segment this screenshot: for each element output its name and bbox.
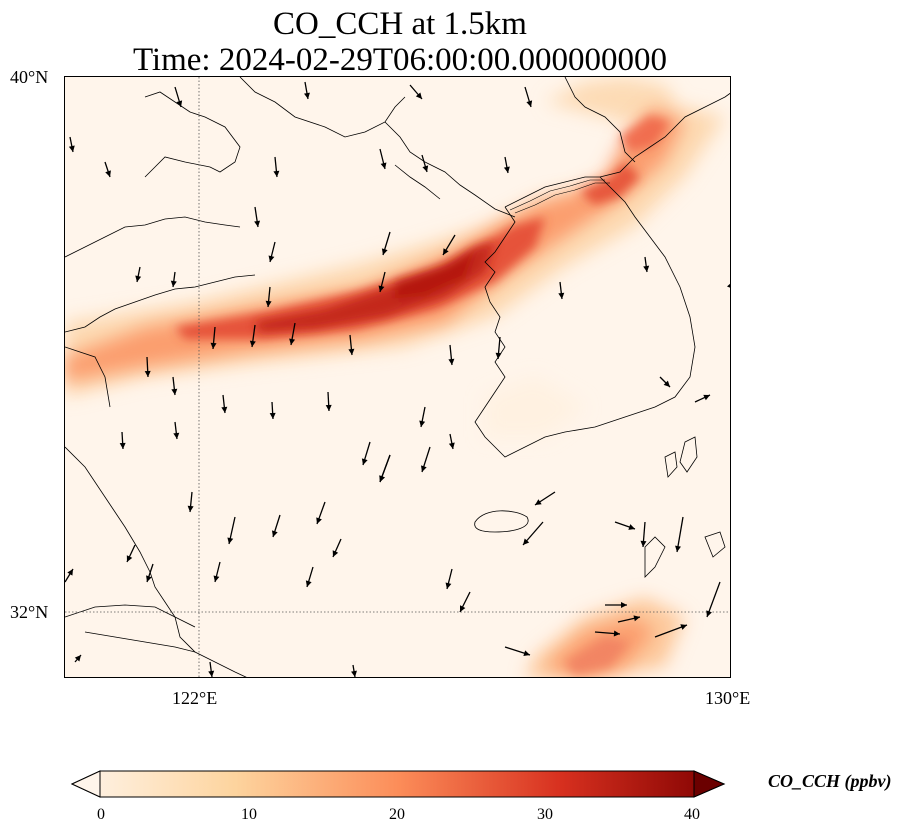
wind-arrow-shaft	[706, 581, 721, 618]
co-concentration-field	[65, 77, 725, 677]
wind-arrow-head	[332, 550, 339, 557]
wind-arrow-head	[419, 420, 426, 427]
map-svg	[65, 77, 730, 677]
wind-arrow-head	[495, 352, 502, 359]
colorbar-tick-10: 10	[241, 806, 257, 823]
wind-arrow-head	[558, 292, 565, 299]
wind-arrow-head	[208, 670, 215, 677]
wind-arrow-shaft	[729, 285, 730, 287]
colorbar-ramp	[70, 770, 726, 798]
colorbar-tick-40: 40	[684, 806, 700, 823]
wind-arrow-head	[273, 170, 280, 177]
wind-arrow-head	[67, 569, 73, 576]
wind-arrow-head	[523, 538, 530, 545]
wind-arrow-head	[380, 162, 387, 169]
wind-arrow-head	[628, 524, 635, 530]
wind-arrow-head	[254, 220, 261, 227]
wind-arrow-head	[361, 458, 368, 465]
wind-arrow-head	[170, 280, 177, 287]
map-panel	[64, 76, 731, 678]
wind-arrow-head	[378, 285, 385, 292]
wind-arrow-head	[613, 630, 620, 637]
colorbar-label: CO_CCH (ppbv)	[768, 771, 892, 791]
wind-arrow-head	[213, 575, 220, 582]
wind-arrow-head	[144, 370, 151, 377]
title-line-2: Time: 2024-02-29T06:00:00.000000000	[132, 42, 668, 78]
colorbar-tick-30: 30	[537, 806, 553, 823]
wind-arrow-head	[348, 348, 355, 355]
wind-arrow-head	[643, 265, 650, 272]
coastlines	[65, 77, 730, 677]
wind-arrow-head	[448, 358, 455, 365]
wind-arrow-head	[663, 380, 670, 387]
wind-arrow-head	[460, 605, 466, 612]
lat-label-32n: 32°N	[10, 602, 49, 622]
lat-label-40n: 40°N	[10, 67, 49, 87]
wind-arrow-head	[680, 624, 687, 630]
wind-arrow-head	[119, 442, 126, 449]
wind-arrow-head	[379, 475, 385, 482]
lon-label-130e: 130°E	[705, 688, 751, 708]
wind-arrow-head	[74, 655, 81, 662]
wind-arrow-head	[221, 406, 228, 413]
wind-arrow-head	[176, 100, 183, 107]
wind-arrow-head	[227, 537, 234, 544]
wind-arrow-head	[210, 342, 217, 349]
wind-arrow-head	[535, 499, 542, 505]
wind-arrow-head	[422, 165, 429, 172]
wind-arrow-head	[415, 92, 422, 99]
wind-arrow-head	[171, 388, 178, 395]
colorbar-tick-0: 0	[97, 806, 105, 823]
wind-arrow-head	[445, 582, 452, 589]
wind-arrow-head	[381, 248, 388, 255]
wind-arrow-head	[105, 170, 111, 177]
colorbar-min-extend	[70, 770, 101, 798]
wind-arrow-head	[526, 100, 533, 107]
wind-arrow-head	[265, 300, 272, 307]
wind-arrow-head	[351, 670, 357, 677]
colorbar	[70, 770, 726, 798]
wind-arrow-head	[187, 505, 194, 512]
wind-arrow-head	[289, 338, 296, 345]
wind-arrow-head	[304, 92, 310, 99]
wind-arrow-head	[316, 517, 322, 524]
wind-arrow-head	[706, 610, 712, 617]
wind-arrow-head	[268, 255, 275, 262]
wind-arrow-head	[249, 340, 256, 347]
lon-label-122e: 122°E	[172, 688, 218, 708]
wind-arrow-head	[305, 580, 312, 587]
wind-arrow-head	[633, 615, 640, 622]
wind-vectors	[65, 81, 730, 677]
colorbar-tick-20: 20	[389, 806, 405, 823]
wind-arrow-head	[621, 602, 627, 608]
wind-arrow-head	[675, 545, 681, 552]
wind-arrow-head	[523, 650, 530, 657]
wind-arrow-head	[443, 248, 449, 255]
wind-arrow-head	[640, 540, 647, 547]
wind-arrow-head	[173, 432, 180, 439]
wind-arrow-head	[420, 465, 427, 472]
wind-arrow-head	[448, 442, 455, 449]
wind-arrow-head	[68, 145, 75, 152]
wind-arrow-head	[703, 394, 710, 401]
wind-arrow-head	[503, 166, 510, 173]
wind-arrow-head	[269, 412, 276, 419]
colorbar-max-extend	[693, 770, 726, 798]
wind-arrow-head	[126, 555, 133, 562]
wind-arrow-head	[726, 283, 730, 288]
wind-arrow-head	[325, 404, 332, 411]
title-line-1: CO_CCH at 1.5km	[273, 6, 527, 42]
wind-arrow-head	[135, 275, 142, 282]
wind-arrow-head	[146, 575, 152, 582]
wind-arrow-head	[271, 530, 278, 537]
